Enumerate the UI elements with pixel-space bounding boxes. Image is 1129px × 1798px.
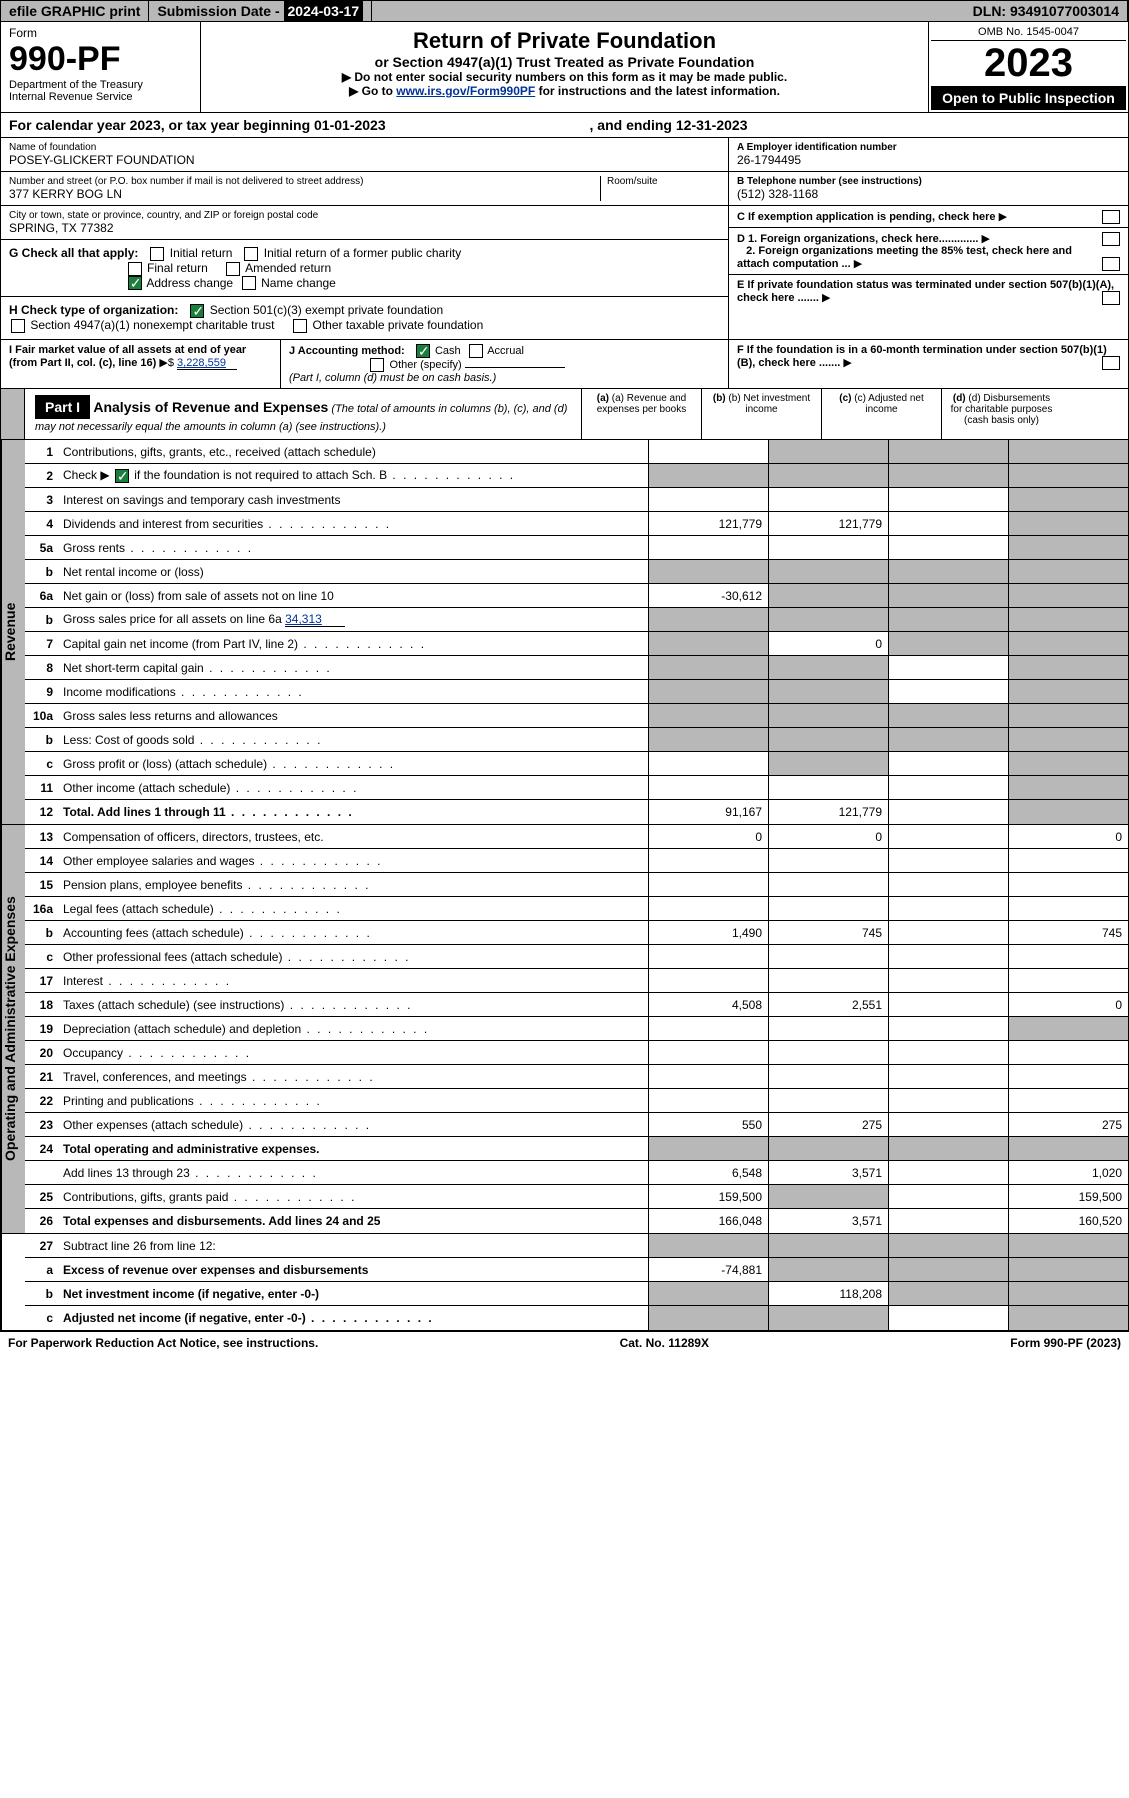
initial-return-check[interactable]	[150, 247, 164, 261]
top-bar: efile GRAPHIC print Submission Date - 20…	[0, 0, 1129, 22]
d1-checkbox[interactable]	[1102, 232, 1120, 246]
f-cell: F If the foundation is in a 60-month ter…	[728, 340, 1128, 388]
efile-label: efile GRAPHIC print	[1, 1, 149, 21]
address-change-check[interactable]	[128, 276, 142, 290]
part1-badge: Part I	[35, 395, 90, 419]
foundation-name-cell: Name of foundation POSEY-GLICKERT FOUNDA…	[1, 138, 728, 172]
tax-year: 2023	[931, 41, 1126, 86]
amended-check[interactable]	[226, 262, 240, 276]
d2-checkbox[interactable]	[1102, 257, 1120, 271]
header-left: Form 990-PF Department of the Treasury I…	[1, 22, 201, 112]
schb-check[interactable]	[115, 469, 129, 483]
col-a-header: (a) (a) Revenue and expenses per books	[581, 389, 701, 439]
accrual-check[interactable]	[469, 344, 483, 358]
final-return-check[interactable]	[128, 262, 142, 276]
dln: DLN: 93491077003014	[372, 1, 1128, 21]
name-change-check[interactable]	[242, 276, 256, 290]
f-checkbox[interactable]	[1102, 356, 1120, 370]
city-cell: City or town, state or province, country…	[1, 206, 728, 240]
phone-cell: B Telephone number (see instructions) (5…	[729, 172, 1128, 206]
c-checkbox[interactable]	[1102, 210, 1120, 224]
d-check-cell: D 1. Foreign organizations, check here..…	[729, 228, 1128, 275]
expenses-section: Operating and Administrative Expenses 13…	[0, 825, 1129, 1234]
part1-header-row: Part I Analysis of Revenue and Expenses …	[0, 389, 1129, 440]
ij-row: I Fair market value of all assets at end…	[0, 340, 1129, 389]
e-check-cell: E If private foundation status was termi…	[729, 275, 1128, 308]
header-title: Return of Private Foundation or Section …	[201, 22, 928, 112]
g-check-row: G Check all that apply: Initial return I…	[1, 240, 728, 297]
page-footer: For Paperwork Reduction Act Notice, see …	[0, 1331, 1129, 1354]
street-cell: Number and street (or P.O. box number if…	[1, 172, 728, 206]
4947-check[interactable]	[11, 319, 25, 333]
submission-date: Submission Date - 2024-03-17	[149, 1, 372, 21]
info-grid: Name of foundation POSEY-GLICKERT FOUNDA…	[0, 138, 1129, 340]
501c3-check[interactable]	[190, 304, 204, 318]
col-c-header: (c) (c) Adjusted net income	[821, 389, 941, 439]
i-cell: I Fair market value of all assets at end…	[1, 340, 281, 388]
col-d-header: (d) (d) Disbursements for charitable pur…	[941, 389, 1061, 439]
j-cell: J Accounting method: Cash Accrual Other …	[281, 340, 728, 388]
header-right: OMB No. 1545-0047 2023 Open to Public In…	[928, 22, 1128, 112]
initial-former-check[interactable]	[244, 247, 258, 261]
form-number: 990-PF	[9, 40, 192, 79]
c-check-cell: C If exemption application is pending, c…	[729, 206, 1128, 228]
ein-cell: A Employer identification number 26-1794…	[729, 138, 1128, 172]
col-b-header: (b) (b) Net investment income	[701, 389, 821, 439]
calendar-year-row: For calendar year 2023, or tax year begi…	[0, 113, 1129, 138]
e-checkbox[interactable]	[1102, 291, 1120, 305]
cash-check[interactable]	[416, 344, 430, 358]
line27-section: 27Subtract line 26 from line 12: aExcess…	[0, 1234, 1129, 1331]
h-check-row: H Check type of organization: Section 50…	[1, 297, 728, 339]
form-header: Form 990-PF Department of the Treasury I…	[0, 22, 1129, 113]
irs-link[interactable]: www.irs.gov/Form990PF	[396, 84, 535, 98]
other-method-check[interactable]	[370, 358, 384, 372]
revenue-section: Revenue 1Contributions, gifts, grants, e…	[0, 440, 1129, 825]
other-taxable-check[interactable]	[293, 319, 307, 333]
